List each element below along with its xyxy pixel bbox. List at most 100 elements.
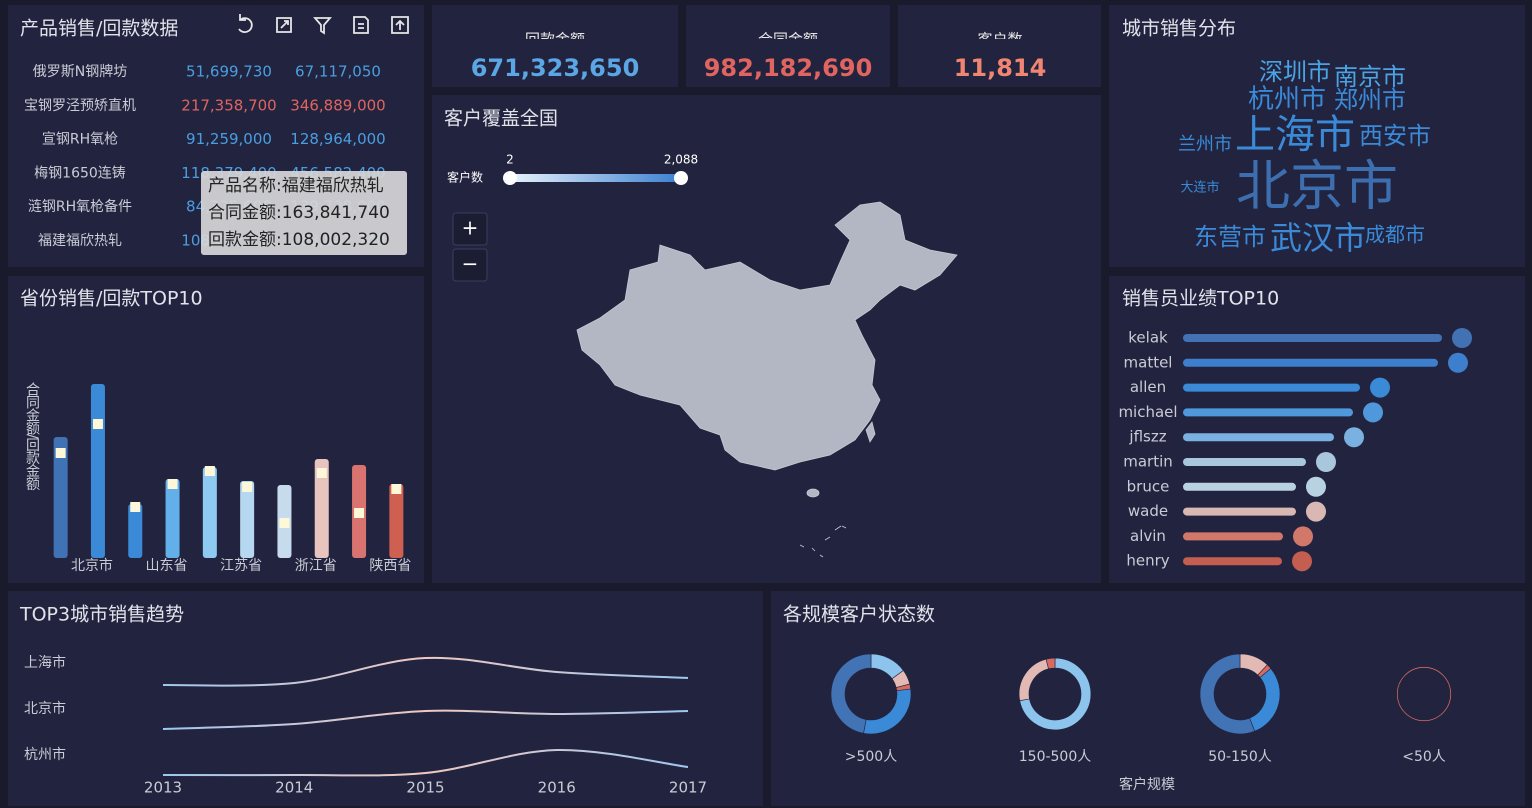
payment-marker [92, 419, 103, 429]
cloud-word[interactable]: 北京市 [1236, 155, 1398, 218]
cloud-word[interactable]: 兰州市 [1178, 134, 1232, 155]
x-tick-label: >500人 [845, 749, 897, 765]
payment-amount: 51,699,730 [186, 63, 272, 81]
zoom-in-button[interactable] [452, 212, 488, 246]
panel-title: 销售员业绩TOP10 [1122, 288, 1279, 310]
x-tick-label: 浙江省 [295, 558, 337, 574]
cloud-word[interactable]: 郑州市 [1334, 86, 1406, 114]
payment-amount: 217,358,700 [181, 96, 276, 114]
slider-track [510, 174, 681, 182]
map-region[interactable] [806, 488, 820, 498]
legend-tick-label: 2,088 [664, 153, 698, 167]
x-tick-label: 江苏省 [220, 558, 262, 574]
contract-bar[interactable] [314, 459, 329, 558]
kpi-value: 982,182,690 [704, 54, 873, 82]
bar-dot[interactable] [1363, 402, 1383, 423]
contract-bar[interactable] [53, 437, 68, 558]
cloud-word[interactable]: 上海市 [1235, 112, 1355, 158]
x-tick-label: 2013 [144, 779, 182, 797]
panel-title: 城市销售分布 [1122, 18, 1236, 40]
bar-dot[interactable] [1292, 551, 1312, 572]
trend-line [162, 748, 689, 777]
cloud-word[interactable]: 成都市 [1365, 223, 1425, 247]
y-tick-label: jflszz [1128, 428, 1166, 446]
upload-icon[interactable] [391, 16, 409, 34]
row-label: 北京市 [24, 700, 66, 717]
cloud-word[interactable]: 大连市 [1180, 180, 1219, 196]
map-islands [799, 525, 847, 558]
x-axis-label: 客户规模 [1119, 776, 1175, 793]
legend-title: 客户数 [447, 170, 483, 185]
panel-title: 产品销售/回款数据 [20, 18, 178, 40]
contract-bar[interactable] [165, 479, 180, 558]
payment-marker [242, 482, 253, 492]
y-tick-label: mattel [1124, 353, 1173, 371]
cloud-word[interactable]: 武汉市 [1270, 219, 1366, 257]
donut-segment[interactable] [1396, 666, 1452, 722]
contract-amount: 67,117,050 [295, 63, 381, 81]
contract-bar[interactable] [90, 384, 105, 558]
zoom-out-button[interactable] [452, 248, 488, 282]
kpi-label: 客户数 [977, 31, 1022, 49]
payment-marker [316, 468, 327, 478]
cloud-word[interactable]: 西安市 [1359, 122, 1431, 150]
y-axis-label: 合同金额/回款金额 [24, 382, 40, 491]
donut-segment[interactable] [1045, 657, 1056, 670]
slider-handle[interactable] [503, 171, 517, 185]
product-name: 涟钢RH氧枪备件 [28, 198, 132, 215]
donut-segment[interactable] [1199, 653, 1256, 735]
map-region[interactable] [576, 201, 958, 471]
bar-dot[interactable] [1448, 352, 1468, 373]
panel-title: 客户覆盖全国 [444, 108, 558, 130]
x-tick-label: 2014 [275, 779, 313, 797]
y-tick-label: alvin [1130, 527, 1166, 545]
x-tick-label: 150-500人 [1019, 749, 1092, 765]
contract-bar[interactable] [202, 467, 217, 558]
bar-dot[interactable] [1293, 526, 1313, 547]
export-icon[interactable] [353, 16, 369, 34]
filter-icon[interactable] [313, 17, 332, 35]
x-tick-label: <50人 [1402, 749, 1446, 765]
kpi-value: 11,814 [954, 54, 1047, 82]
payment-marker [55, 448, 66, 458]
y-tick-label: kelak [1128, 329, 1168, 347]
contract-amount: 346,889,000 [290, 96, 385, 114]
bar-dot[interactable] [1306, 501, 1326, 522]
cloud-word[interactable]: 东营市 [1194, 223, 1266, 251]
y-tick-label: henry [1126, 552, 1169, 570]
contract-amount: 128,964,000 [290, 130, 385, 148]
contract-bar[interactable] [389, 484, 404, 558]
slider-handle[interactable] [674, 171, 688, 185]
zoom-out-label: − [462, 252, 479, 276]
trend-line [162, 656, 689, 687]
panel-title: 各规模客户状态数 [783, 604, 935, 626]
bar-dot[interactable] [1452, 328, 1472, 348]
cloud-word[interactable]: 杭州市 [1248, 85, 1326, 115]
contract-bar[interactable] [128, 504, 143, 558]
bar-dot[interactable] [1344, 427, 1364, 448]
undo-icon[interactable] [238, 14, 253, 33]
payment-marker [167, 479, 178, 489]
product-name: 梅钢1650连铸 [34, 165, 126, 181]
expand-icon[interactable] [276, 17, 292, 33]
panel [898, 5, 1101, 87]
bar-dot[interactable] [1306, 476, 1326, 497]
kpi-value: 671,323,650 [471, 54, 640, 82]
payment-marker [391, 484, 402, 494]
payment-marker [204, 466, 215, 476]
product-name: 宝钢罗泾预矫直机 [24, 97, 136, 114]
donut-segment[interactable] [830, 653, 872, 734]
map-region[interactable] [865, 421, 876, 443]
bar-dot[interactable] [1370, 377, 1390, 398]
contract-bar[interactable] [240, 481, 255, 558]
tooltip-line: 回款金额:108,002,320 [208, 230, 390, 250]
donut-segment[interactable] [1019, 657, 1092, 731]
kpi-label: 合同金额 [758, 31, 818, 49]
payment-marker [354, 508, 365, 518]
cloud-word[interactable]: 南京市 [1334, 63, 1406, 91]
bar-dot[interactable] [1316, 452, 1336, 472]
kpi-label: 回款金额 [525, 31, 585, 49]
china-map [576, 201, 958, 558]
cloud-word[interactable]: 深圳市 [1259, 58, 1331, 86]
